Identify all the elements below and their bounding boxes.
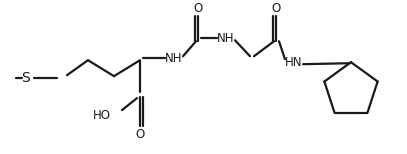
Text: HN: HN (285, 56, 303, 69)
Text: O: O (136, 128, 144, 141)
Text: O: O (193, 2, 203, 15)
Text: HO: HO (93, 109, 111, 122)
Text: NH: NH (217, 32, 235, 45)
Text: O: O (271, 2, 280, 15)
Text: NH: NH (165, 52, 183, 65)
Text: S: S (22, 71, 31, 85)
